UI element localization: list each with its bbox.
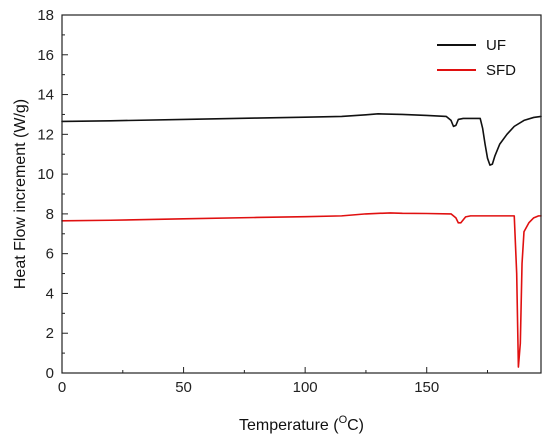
y-tick-label: 10 (37, 166, 54, 183)
x-axis-title-end: C) (347, 417, 364, 434)
x-tick-label: 150 (414, 379, 439, 396)
y-tick-label: 18 (37, 7, 54, 24)
x-axis-title-main: Temperature ( (239, 417, 339, 434)
y-axis-title: Heat Flow increment (W/g) (12, 99, 29, 289)
y-tick-label: 6 (46, 246, 54, 263)
y-tick-label: 4 (46, 285, 54, 302)
legend-label-uf: UF (486, 37, 506, 54)
x-tick-label: 100 (293, 379, 318, 396)
series-line-uf (61, 113, 542, 166)
x-tick-label: 0 (58, 379, 66, 396)
x-axis-title-superscript: O (339, 414, 348, 426)
plot-layer (61, 113, 542, 368)
y-tick-label: 0 (46, 365, 54, 382)
legend-label-sfd: SFD (486, 62, 516, 79)
y-tick-label: 8 (46, 206, 54, 223)
legend: UF SFD (437, 37, 516, 79)
series-line-sfd (61, 212, 542, 368)
x-tick-label: 50 (175, 379, 192, 396)
y-tick-label: 14 (37, 87, 54, 104)
y-tick-label: 12 (37, 126, 54, 143)
y-tick-label: 16 (37, 47, 54, 64)
x-axis-title: Temperature (OC) (239, 414, 364, 434)
y-tick-label: 2 (46, 325, 54, 342)
ticks-layer: 0 50 100 150 0 2 4 6 8 10 12 14 16 18 (37, 7, 489, 396)
